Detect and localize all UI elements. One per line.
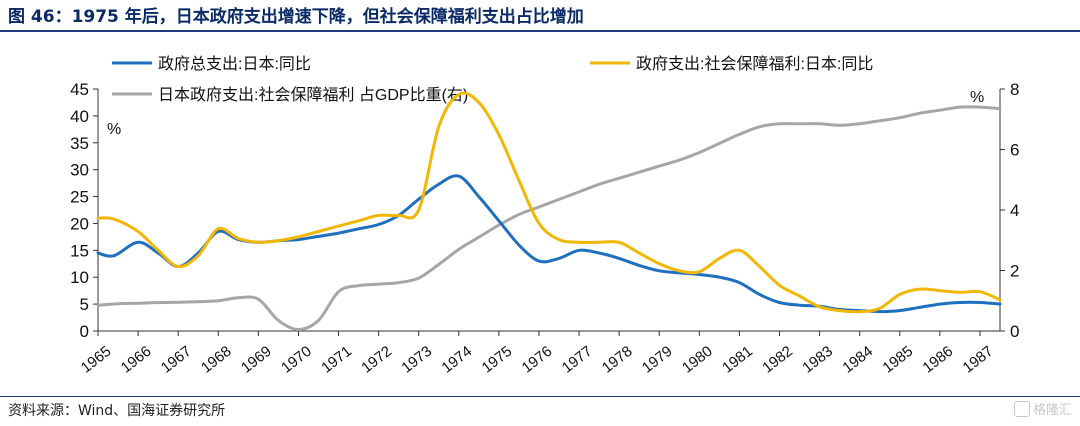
x-tick-label: 1977 [559,343,596,377]
figure-title: 图 46：1975 年后，日本政府支出增速下降，但社会保障福利支出占比增加 [8,7,584,27]
series-line-2 [96,91,1002,314]
x-tick-label: 1982 [759,343,796,377]
y-left-tick-label: 5 [80,295,89,314]
legend-label-1: 政府总支出:日本:同比 [158,55,311,73]
y-left-tick-label: 15 [70,241,89,260]
x-tick-label: 1985 [879,343,916,377]
chart-lines [96,91,1002,331]
x-tick-label: 1973 [398,343,435,377]
x-tick-label: 1983 [799,343,836,377]
source-divider [0,396,1080,397]
watermark-text: 格隆汇 [1032,403,1072,418]
y-right-tick-label: 6 [1010,141,1019,160]
y-right-unit-label: % [970,89,984,106]
x-tick-label: 1975 [479,343,516,377]
y-left-tick-label: 25 [70,188,89,207]
x-tick-label: 1969 [238,343,275,377]
x-tick-label: 1970 [278,343,315,377]
x-tick-label: 1987 [960,343,997,377]
y-left-tick-label: 10 [70,268,89,287]
watermark: 格隆汇 [1013,401,1072,421]
x-tick-label: 1972 [358,343,395,377]
x-tick-label: 1978 [599,343,636,377]
x-tick-label: 1974 [438,343,475,377]
legend-label-3: 日本政府支出:社会保障福利 占GDP比重(右) [158,86,468,104]
x-tick-label: 1981 [719,343,756,377]
x-tick-label: 1986 [920,343,957,377]
line-chart: 政府总支出:日本:同比 政府支出:社会保障福利:日本:同比日本政府支出:社会保障福… [70,55,1019,377]
y-left-tick-label: 20 [70,214,89,233]
title-divider [0,30,1080,32]
y-right-tick-label: 8 [1010,80,1019,99]
y-left-tick-label: 45 [70,80,89,99]
y-right-tick-label: 4 [1010,201,1019,220]
series-line-1 [96,174,1002,314]
x-tick-label: 1976 [519,343,556,377]
x-tick-label: 1966 [118,343,155,377]
chart-legend: 政府总支出:日本:同比 政府支出:社会保障福利:日本:同比日本政府支出:社会保障福… [112,55,873,104]
watermark-logo-icon [1013,401,1030,417]
y-right-tick-label: 0 [1010,322,1019,341]
y-left-tick-label: 0 [80,322,89,341]
source-note: 资料来源：Wind、国海证券研究所 [8,403,226,419]
series-line-3 [96,105,1002,331]
x-tick-label: 1984 [839,343,876,377]
y-right-tick-label: 2 [1010,262,1019,281]
y-left-tick-label: 35 [70,134,89,153]
x-tick-label: 1980 [679,343,716,377]
x-tick-label: 1967 [158,343,195,377]
legend-label-2: 政府支出:社会保障福利:日本:同比 [636,55,873,73]
x-tick-label: 1971 [318,343,355,377]
x-tick-label: 1968 [198,343,235,377]
y-left-unit-label: % [107,121,121,138]
y-left-tick-label: 30 [70,161,89,180]
x-tick-label: 1965 [78,343,115,377]
y-left-tick-label: 40 [70,107,89,126]
x-tick-label: 1979 [639,343,676,377]
